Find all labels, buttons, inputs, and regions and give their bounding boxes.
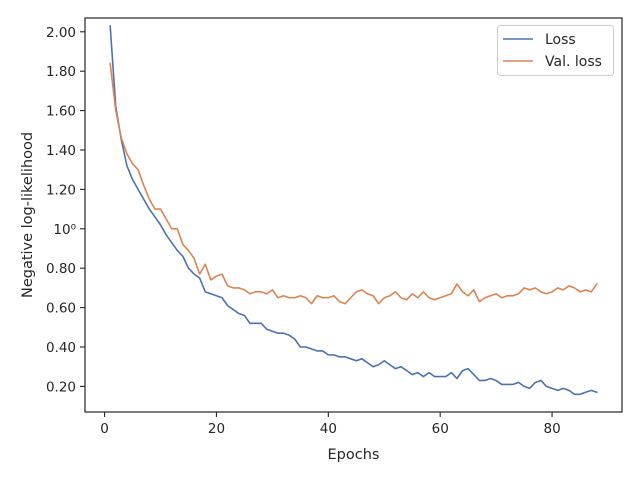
y-tick-label: 1.60 bbox=[46, 104, 76, 120]
y-axis-label: Negative log-likelihood bbox=[20, 132, 36, 298]
y-tick-label: 2.00 bbox=[46, 25, 76, 41]
y-tick-label: 1.80 bbox=[46, 64, 76, 80]
y-tick-label: 0.20 bbox=[46, 379, 76, 395]
x-axis: 0 20 40 60 80 bbox=[100, 412, 561, 437]
plot-area bbox=[85, 18, 622, 412]
legend-box bbox=[497, 25, 614, 76]
y-tick-label: 1.20 bbox=[46, 182, 76, 198]
legend: Loss Val. loss bbox=[497, 25, 614, 76]
series-line-loss bbox=[109, 25, 598, 396]
y-tick-label: 0.80 bbox=[46, 261, 76, 277]
x-tick-label: 0 bbox=[100, 421, 109, 437]
x-tick-label: 20 bbox=[208, 421, 225, 437]
y-axis: 0.20 0.40 0.60 0.80 10⁰ 1.20 1.40 1.60 1.80 2.00 bbox=[46, 25, 85, 395]
legend-label-val-loss: Val. loss bbox=[545, 54, 602, 70]
x-axis-label: Epochs bbox=[328, 447, 380, 463]
series-layer bbox=[109, 25, 598, 396]
x-tick-label: 80 bbox=[543, 421, 560, 437]
legend-label-loss: Loss bbox=[545, 32, 576, 48]
y-tick-label: 0.40 bbox=[46, 340, 76, 356]
x-tick-label: 60 bbox=[432, 421, 449, 437]
y-tick-label: 10⁰ bbox=[53, 222, 76, 238]
plot-frame bbox=[84, 17, 623, 413]
y-tick-label: 0.60 bbox=[46, 301, 76, 317]
x-tick-label: 40 bbox=[320, 421, 337, 437]
series-line-val-loss bbox=[109, 62, 598, 305]
y-tick-label: 1.40 bbox=[46, 143, 76, 159]
